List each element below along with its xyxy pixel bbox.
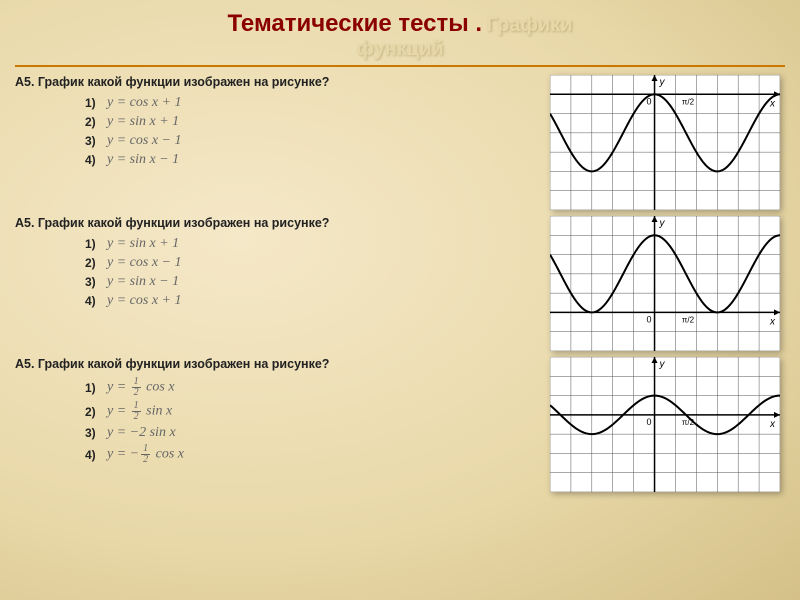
problem-2: А5. График какой функции изображен на ри… xyxy=(15,357,785,492)
problem-left: А5. График какой функции изображен на ри… xyxy=(15,216,550,312)
problem-0: А5. График какой функции изображен на ри… xyxy=(15,75,785,210)
svg-text:x: x xyxy=(769,419,776,430)
option-2: 3) y = −2 sin x xyxy=(85,425,550,441)
option-0: 1) y = sin x + 1 xyxy=(85,236,550,252)
option-formula: y = sin x − 1 xyxy=(107,152,179,168)
option-number: 1) xyxy=(85,237,99,251)
problem-left: А5. График какой функции изображен на ри… xyxy=(15,75,550,171)
option-number: 3) xyxy=(85,426,99,440)
option-formula: y = cos x + 1 xyxy=(107,293,181,309)
problems-list: А5. График какой функции изображен на ри… xyxy=(15,75,785,492)
option-1: 2) y = 12 sin x xyxy=(85,401,550,422)
option-1: 2) y = cos x − 1 xyxy=(85,255,550,271)
option-number: 4) xyxy=(85,153,99,167)
option-formula: y = cos x − 1 xyxy=(107,133,181,149)
graph-1: y x 0 π/2 xyxy=(550,216,780,351)
option-number: 2) xyxy=(85,405,99,419)
title-block: Тематические тесты . Графики функций xyxy=(15,10,785,61)
option-1: 2) y = sin x + 1 xyxy=(85,114,550,130)
option-number: 3) xyxy=(85,275,99,289)
option-2: 3) y = sin x − 1 xyxy=(85,274,550,290)
title-sub-2: функций xyxy=(15,38,785,61)
divider xyxy=(15,65,785,67)
slide-container: Тематические тесты . Графики функций А5.… xyxy=(0,0,800,508)
option-number: 1) xyxy=(85,96,99,110)
question-text: А5. График какой функции изображен на ри… xyxy=(15,75,550,89)
option-formula: y = cos x − 1 xyxy=(107,255,181,271)
title-main: Тематические тесты . xyxy=(227,10,482,37)
option-3: 4) y = −12 cos x xyxy=(85,444,550,465)
option-formula: y = sin x − 1 xyxy=(107,274,179,290)
option-formula: y = 12 cos x xyxy=(107,377,175,398)
options-list: 1) y = sin x + 1 2) y = cos x − 1 3) y = sin … xyxy=(85,236,550,309)
option-3: 4) y = sin x − 1 xyxy=(85,152,550,168)
svg-text:y: y xyxy=(659,77,666,88)
option-number: 2) xyxy=(85,115,99,129)
option-formula: y = sin x + 1 xyxy=(107,236,179,252)
option-0: 1) y = cos x + 1 xyxy=(85,95,550,111)
options-list: 1) y = cos x + 1 2) y = sin x + 1 3) y = cos … xyxy=(85,95,550,168)
option-formula: y = −2 sin x xyxy=(107,425,176,441)
problem-1: А5. График какой функции изображен на ри… xyxy=(15,216,785,351)
option-3: 4) y = cos x + 1 xyxy=(85,293,550,309)
svg-text:0: 0 xyxy=(647,417,652,427)
option-formula: y = sin x + 1 xyxy=(107,114,179,130)
svg-text:y: y xyxy=(659,218,666,229)
options-list: 1) y = 12 cos x 2) y = 12 sin x 3) y = −2 sin… xyxy=(85,377,550,465)
option-number: 4) xyxy=(85,294,99,308)
question-text: А5. График какой функции изображен на ри… xyxy=(15,357,550,371)
svg-text:0: 0 xyxy=(647,314,652,324)
option-formula: y = 12 sin x xyxy=(107,401,172,422)
option-number: 2) xyxy=(85,256,99,270)
graph-2: yx0π/2 xyxy=(550,357,780,492)
option-number: 4) xyxy=(85,448,99,462)
option-formula: y = cos x + 1 xyxy=(107,95,181,111)
option-formula: y = −12 cos x xyxy=(107,444,184,465)
svg-text:x: x xyxy=(769,316,776,327)
option-number: 3) xyxy=(85,134,99,148)
option-0: 1) y = 12 cos x xyxy=(85,377,550,398)
problem-left: А5. График какой функции изображен на ри… xyxy=(15,357,550,468)
svg-text:π/2: π/2 xyxy=(682,97,695,106)
title-sub-1: Графики xyxy=(487,14,573,36)
svg-text:y: y xyxy=(659,359,666,370)
svg-text:π/2: π/2 xyxy=(682,315,695,324)
question-text: А5. График какой функции изображен на ри… xyxy=(15,216,550,230)
graph-0: yx0π/2 xyxy=(550,75,780,210)
option-number: 1) xyxy=(85,381,99,395)
option-2: 3) y = cos x − 1 xyxy=(85,133,550,149)
